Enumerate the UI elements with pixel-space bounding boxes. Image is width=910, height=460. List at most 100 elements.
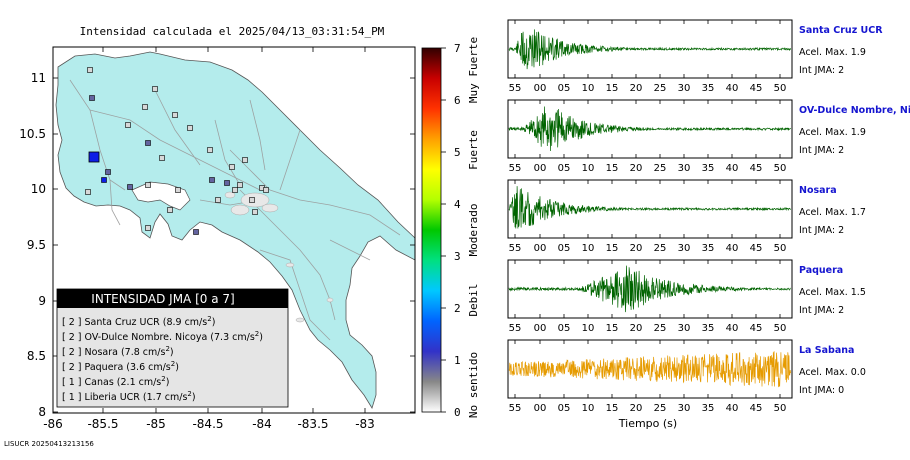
time-axis-label: Tiempo (s) (618, 417, 677, 430)
legend-entry: [ 2 ] Nosara (7.8 cm/s2) (62, 345, 174, 358)
colorbar-tick-label: 6 (454, 94, 461, 107)
time-tick-label: 15 (606, 83, 619, 94)
station-accel: Acel. Max. 0.0 (799, 367, 866, 378)
time-tick-label: 35 (702, 163, 715, 174)
time-tick-label: 45 (750, 403, 763, 414)
y-tick-label: 11 (31, 71, 46, 85)
time-tick-label: 00 (534, 403, 547, 414)
station-marker (263, 187, 269, 193)
footer-id: LISUCR 20250413213156 (4, 440, 94, 448)
station-marker (85, 189, 91, 195)
intensity-legend: INTENSIDAD JMA [0 a 7] [ 2 ] Santa Cruz … (56, 288, 289, 408)
time-tick-label: 20 (630, 323, 643, 334)
station-marker (145, 182, 151, 188)
time-tick-label: 35 (702, 243, 715, 254)
time-tick-label: 50 (774, 323, 787, 334)
time-tick-label: 00 (534, 243, 547, 254)
x-tick-label: -83.5 (297, 417, 328, 431)
seismogram-trace (508, 351, 791, 388)
colorbar-label: Fuerte (467, 130, 480, 170)
y-tick-label: 10.5 (19, 127, 46, 141)
x-tick-label: -83 (355, 417, 375, 431)
colorbar-label: Debil (467, 283, 480, 316)
map-frame (52, 46, 416, 414)
station-intensity: Int JMA: 0 (799, 385, 844, 396)
time-tick-label: 20 (630, 163, 643, 174)
time-tick-label: 30 (678, 323, 691, 334)
station-marker (252, 209, 258, 215)
station-intensity: Int JMA: 2 (799, 305, 844, 316)
seismograms: 55 00 05 10 15 20 25 30 35 40 45 50 Santa Cruz UCR Ac… (507, 19, 910, 414)
time-tick-label: 25 (654, 403, 667, 414)
time-tick-label: 30 (678, 83, 691, 94)
legend-entry: [ 1 ] Canas (2.1 cm/s2) (62, 375, 169, 388)
time-tick-label: 20 (630, 83, 643, 94)
legend-entry: [ 1 ] Liberia UCR (1.7 cm/s2) (62, 390, 196, 403)
colorbar-tick-label: 0 (454, 406, 461, 419)
time-tick-label: 55 (509, 403, 522, 414)
station-marker (207, 147, 213, 153)
colorbar-scale (421, 47, 442, 413)
time-tick-label: 55 (509, 323, 522, 334)
y-tick-label: 8 (38, 405, 46, 419)
time-tick-label: 00 (534, 83, 547, 94)
time-tick-label: 15 (606, 243, 619, 254)
colorbar-label: Muy Fuerte (467, 37, 480, 103)
station-marker (175, 187, 181, 193)
station-marker (145, 140, 151, 146)
station-intensity: Int JMA: 2 (799, 225, 844, 236)
station-intensity: Int JMA: 2 (799, 145, 844, 156)
time-tick-label: 10 (582, 403, 595, 414)
time-tick-label: 25 (654, 323, 667, 334)
station-marker (249, 197, 255, 203)
station-marker (215, 197, 221, 203)
legend-background (56, 288, 289, 408)
station-intensity: Int JMA: 2 (799, 65, 844, 76)
time-tick-label: 15 (606, 323, 619, 334)
x-tick-label: -85.5 (87, 417, 118, 431)
time-tick-label: 40 (726, 403, 739, 414)
time-tick-label: 05 (558, 83, 571, 94)
station-accel: Acel. Max. 1.9 (799, 127, 866, 138)
time-tick-label: 15 (606, 163, 619, 174)
time-tick-label: 10 (582, 163, 595, 174)
time-tick-label: 25 (654, 243, 667, 254)
seismogram-trace (508, 186, 791, 229)
map-y-axis: 11 10.5 10 9.5 9 8.5 8 (19, 71, 415, 419)
y-tick-label: 9 (38, 294, 46, 308)
time-tick-label: 35 (702, 83, 715, 94)
time-tick-label: 50 (774, 403, 787, 414)
station-marker (142, 104, 148, 110)
station-name: Paquera (799, 265, 843, 276)
station-name: Santa Cruz UCR (799, 25, 883, 36)
time-tick-label: 50 (774, 243, 787, 254)
time-tick-label: 45 (750, 323, 763, 334)
station-marker (89, 95, 95, 101)
time-tick-label: 40 (726, 83, 739, 94)
station-accel: Acel. Max. 1.5 (799, 287, 866, 298)
legend-title: INTENSIDAD JMA [0 a 7] (91, 292, 234, 306)
station-marker (167, 207, 173, 213)
legend-entry: [ 2 ] Paquera (3.6 cm/s2) (62, 360, 179, 373)
y-tick-label: 8.5 (27, 349, 46, 363)
colorbar-tick-label: 3 (454, 250, 461, 263)
seismogram-trace (508, 106, 791, 152)
time-tick-label: 20 (630, 403, 643, 414)
station-marker (125, 122, 131, 128)
map-title: Intensidad calculada el 2025/04/13_03:31… (80, 25, 385, 38)
time-tick-label: 45 (750, 83, 763, 94)
intensity-colorbar: 0 1 2 3 4 5 6 7 No sentido Debil Moderado Fuerte Mu… (421, 37, 480, 419)
legend-entries: [ 2 ] Santa Cruz UCR (8.9 cm/s2) [ 2 ] OV… (62, 315, 263, 403)
time-tick-label: 50 (774, 83, 787, 94)
time-tick-label: 00 (534, 323, 547, 334)
urban-areas (224, 191, 334, 323)
time-tick-label: 25 (654, 163, 667, 174)
station-name: Nosara (799, 185, 837, 196)
time-tick-label: 30 (678, 403, 691, 414)
time-tick-label: 40 (726, 323, 739, 334)
time-tick-label: 35 (702, 323, 715, 334)
colorbar-tick-label: 7 (454, 42, 461, 55)
epicenter-marker (88, 151, 100, 163)
station-marker (237, 182, 243, 188)
